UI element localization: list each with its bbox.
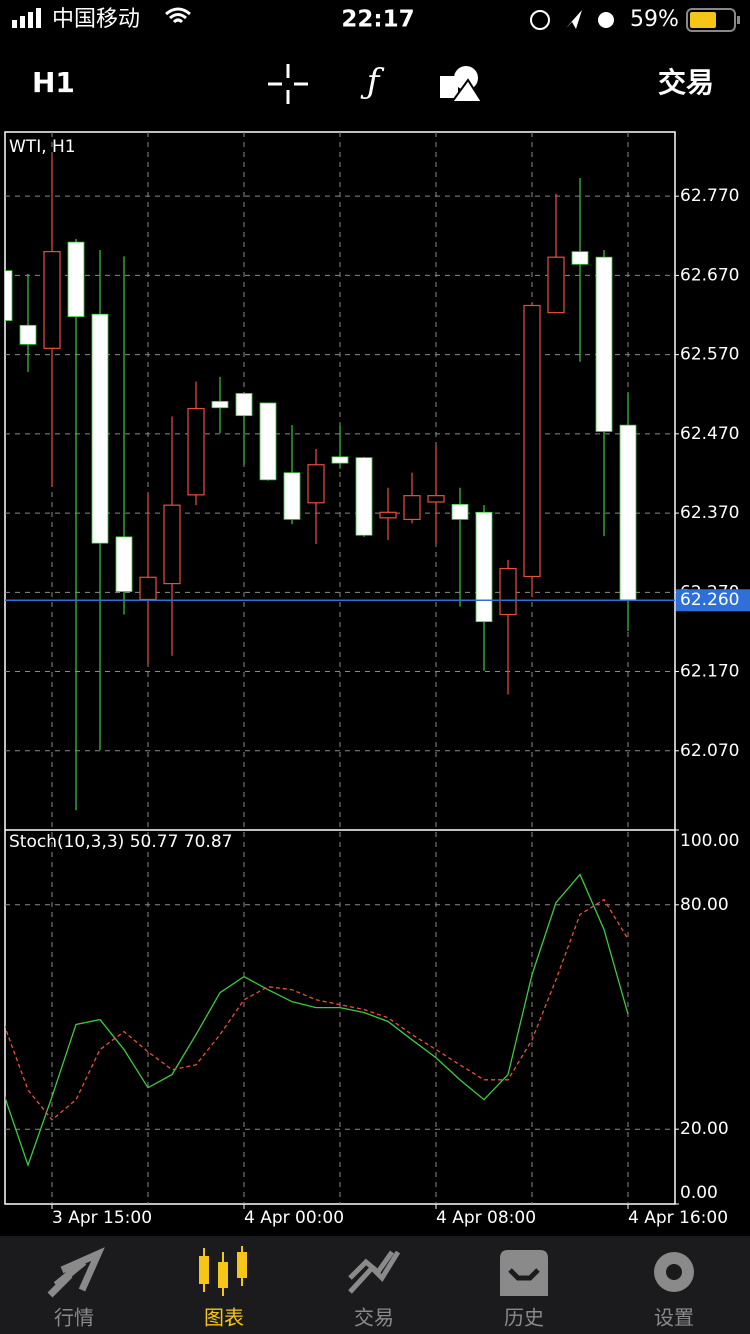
clock: 22:17 [341, 7, 414, 33]
candle-body [571, 251, 589, 265]
candle-body [619, 424, 637, 601]
y-tick-label: 62.770 [680, 186, 739, 206]
carrier: 中国移动 [52, 7, 140, 32]
candle-body [331, 456, 349, 464]
current-price-box [676, 589, 750, 612]
tab-label[interactable]: 交易 [354, 1306, 394, 1330]
candle-body [235, 393, 253, 417]
candle-body [19, 324, 37, 345]
stoch-panel [5, 873, 629, 1168]
crosshair-button[interactable] [268, 64, 308, 104]
y-tick-label: 62.070 [680, 741, 739, 761]
y-tick-label: 20.00 [680, 1119, 729, 1139]
price-panel [5, 155, 675, 811]
candle-body [403, 495, 421, 521]
stoch-line [5, 898, 629, 1121]
x-tick-label: 3 Apr 15:00 [52, 1208, 152, 1228]
y-tick-label: 62.170 [680, 662, 739, 682]
labels: 62.07062.17062.27062.37062.47062.57062.6… [51, 186, 750, 1228]
stoch-line [5, 873, 629, 1168]
y-tick-label: 0.00 [680, 1183, 718, 1203]
candle-body [43, 251, 61, 349]
y-tick-label: 62.470 [680, 424, 739, 444]
current-price-label: 62.260 [680, 590, 739, 610]
candle-body [427, 495, 445, 503]
candle-body [163, 504, 181, 585]
y-tick-label: 62.570 [680, 345, 739, 365]
candle-body [475, 511, 493, 623]
x-tick-label: 4 Apr 16:00 [628, 1208, 728, 1228]
x-tick-label: 4 Apr 08:00 [436, 1208, 536, 1228]
candle-body [91, 313, 109, 544]
candle-body [67, 241, 85, 318]
chart-title: WTI, H1 [9, 137, 76, 157]
y-tick-label: 80.00 [680, 895, 729, 915]
candle-body [259, 402, 277, 481]
objects-button[interactable] [440, 66, 484, 103]
y-tick-label: 100.00 [680, 831, 739, 851]
candle-body [523, 304, 541, 578]
tab-label[interactable]: 图表 [204, 1306, 244, 1330]
timeframe-button[interactable]: H1 [32, 66, 75, 99]
candle-body [355, 457, 373, 536]
trade-button[interactable]: 交易 [658, 66, 714, 99]
tab-label[interactable]: 行情 [54, 1306, 94, 1330]
status-bar: 中国移动 22:17 59% [12, 7, 740, 33]
tab-label[interactable]: 设置 [654, 1306, 694, 1330]
candle-body [595, 256, 613, 432]
candle-body [187, 407, 205, 496]
tab-icons [47, 1246, 694, 1298]
candle-body [211, 400, 229, 409]
candle-body [499, 567, 517, 616]
indicator-title: Stoch(10,3,3) 50.77 70.87 [9, 832, 232, 852]
battery-level: 59% [630, 7, 679, 32]
y-tick-label: 62.370 [680, 503, 739, 523]
candle-body [547, 256, 565, 314]
tab-bar [0, 1236, 750, 1334]
candle-body [5, 270, 13, 321]
tabs: 行情 图表 交易 历史 设置 [54, 1306, 694, 1330]
tab-label[interactable]: 历史 [504, 1306, 544, 1330]
candle-body [379, 511, 397, 519]
x-tick-label: 4 Apr 00:00 [244, 1208, 344, 1228]
y-tick-label: 62.670 [680, 265, 739, 285]
candle-body [307, 464, 325, 504]
candle-body [283, 472, 301, 520]
candle-body [451, 503, 469, 520]
grid [5, 132, 675, 1204]
candle-body [115, 536, 133, 592]
candle-body [139, 576, 157, 601]
